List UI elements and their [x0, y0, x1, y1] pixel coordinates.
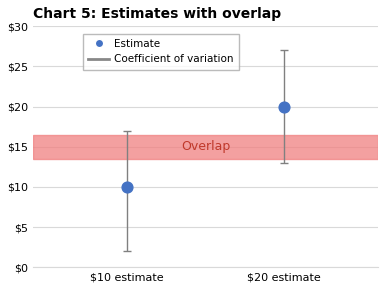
Bar	[33, 135, 378, 159]
Text: Chart 5: Estimates with overlap: Chart 5: Estimates with overlap	[33, 7, 281, 21]
Text: Overlap: Overlap	[181, 140, 230, 153]
Point	[124, 185, 130, 189]
Point	[281, 104, 287, 109]
Legend: Estimate, Coefficient of variation: Estimate, Coefficient of variation	[83, 34, 239, 70]
